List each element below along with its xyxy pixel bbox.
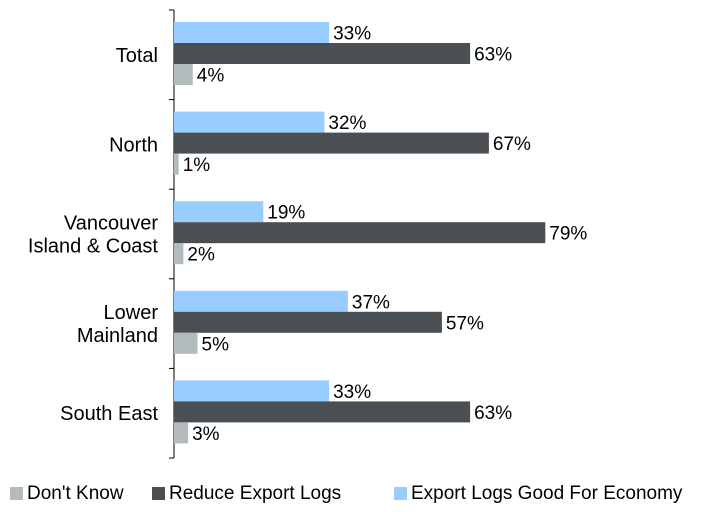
category-label: North <box>109 134 158 156</box>
data-label: 57% <box>446 313 484 334</box>
bar <box>174 422 189 444</box>
bar <box>174 243 184 265</box>
category-label: Total <box>116 45 158 67</box>
data-label: 2% <box>187 245 215 266</box>
bar <box>174 311 442 333</box>
bar <box>174 111 325 133</box>
bar <box>174 290 348 312</box>
data-label: 63% <box>474 403 512 424</box>
bar <box>174 380 330 402</box>
bar <box>174 43 471 64</box>
bar <box>174 64 193 85</box>
bar <box>174 132 489 154</box>
data-label: 33% <box>333 382 371 403</box>
legend-swatch <box>10 487 23 500</box>
data-label: 63% <box>474 45 512 66</box>
data-label: 19% <box>267 203 305 224</box>
bar <box>174 401 471 423</box>
data-label: 37% <box>352 292 390 313</box>
bar <box>174 222 546 244</box>
legend-swatch <box>152 487 165 500</box>
data-label: 33% <box>333 24 371 45</box>
data-label: 5% <box>202 334 230 355</box>
legend-label: Don't Know <box>27 483 124 504</box>
category-label: Lower Mainland <box>77 302 159 347</box>
bar <box>174 332 198 354</box>
category-label: Vancouver Island & Coast <box>28 213 159 258</box>
legend-swatch <box>394 487 407 500</box>
category-label: South East <box>60 403 158 425</box>
data-label: 67% <box>493 134 531 155</box>
bar <box>174 153 179 175</box>
bar <box>174 22 330 43</box>
data-label: 3% <box>192 424 220 445</box>
legend-label: Export Logs Good For Economy <box>411 483 683 504</box>
data-label: 79% <box>549 224 587 245</box>
bar <box>174 201 264 223</box>
data-label: 4% <box>197 66 225 87</box>
legend-label: Reduce Export Logs <box>169 483 341 504</box>
data-label: 1% <box>183 155 211 176</box>
data-label: 32% <box>328 113 366 134</box>
